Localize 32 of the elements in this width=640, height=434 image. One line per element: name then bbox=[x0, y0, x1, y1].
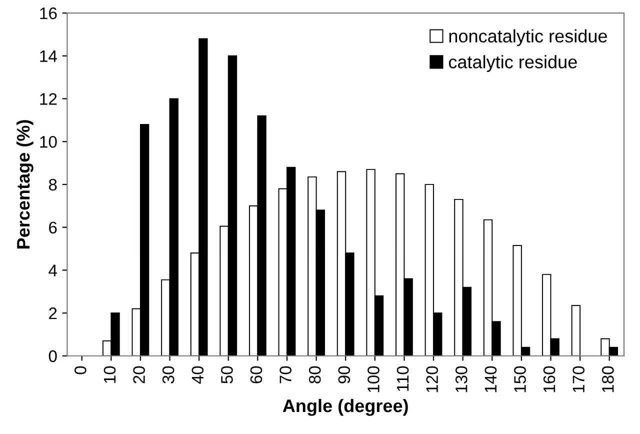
x-tick-label: 90 bbox=[338, 366, 350, 384]
x-tick-label: 60 bbox=[250, 366, 262, 384]
x-tick-label: 150 bbox=[514, 366, 526, 392]
x-tick-label: 10 bbox=[104, 366, 116, 383]
y-tick-label: 10 bbox=[40, 136, 57, 148]
x-tick-label: 100 bbox=[368, 366, 380, 392]
x-tick-label: 130 bbox=[455, 366, 468, 392]
x-tick-label: 140 bbox=[484, 366, 497, 392]
y-tick-label: 16 bbox=[40, 7, 57, 20]
x-tick-label: 30 bbox=[162, 366, 174, 384]
y-axis-title: Percentage (%) bbox=[16, 120, 34, 248]
x-tick-label: 50 bbox=[221, 366, 233, 384]
legend-label: noncatalytic residue bbox=[449, 29, 607, 46]
x-tick-label: 160 bbox=[543, 366, 556, 392]
legend-label: catalytic residue bbox=[448, 55, 577, 72]
x-tick-label: 180 bbox=[602, 366, 614, 392]
y-tick-label: 6 bbox=[49, 222, 57, 234]
y-tick-label: 14 bbox=[40, 50, 57, 62]
x-tick-label: 110 bbox=[396, 366, 409, 391]
y-tick-label: 12 bbox=[40, 93, 57, 105]
x-tick-label: 80 bbox=[308, 366, 321, 384]
x-tick-label: 40 bbox=[192, 366, 204, 384]
y-tick-label: 0 bbox=[48, 350, 57, 362]
y-tick-label: 4 bbox=[48, 264, 57, 276]
x-tick-label: 20 bbox=[133, 366, 145, 384]
y-tick-label: 8 bbox=[48, 178, 57, 191]
x-tick-label: 70 bbox=[280, 366, 292, 384]
x-axis-title: Angle (degree) bbox=[282, 398, 408, 416]
y-tick-label: 2 bbox=[49, 307, 57, 320]
x-tick-label: 170 bbox=[572, 366, 585, 392]
x-tick-label: 120 bbox=[426, 366, 438, 392]
x-tick-label: 0 bbox=[74, 366, 86, 374]
